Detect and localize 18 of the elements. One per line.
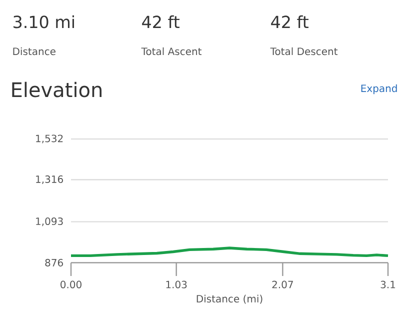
y-tick-label: 1,532 bbox=[36, 134, 63, 144]
text: Expand bbox=[361, 84, 397, 94]
x-tick-label: 1.03 bbox=[166, 280, 187, 288]
text: Total Ascent bbox=[141, 47, 202, 56]
text: 42 ft bbox=[142, 15, 180, 28]
y-tick-label: 876 bbox=[45, 258, 63, 266]
x-axis-title: Distance (mi) bbox=[196, 294, 262, 304]
text: Total Descent bbox=[270, 47, 338, 56]
text: 42 ft bbox=[271, 15, 308, 28]
x-tick-label: 3.1 bbox=[380, 280, 396, 288]
y-tick-label: 1,316 bbox=[36, 175, 63, 184]
x-tick-label: 0.00 bbox=[60, 280, 82, 288]
y-tick-label: 1,093 bbox=[36, 217, 63, 226]
chart-title: Elevation bbox=[12, 82, 102, 98]
text: 3.10 mi bbox=[14, 15, 74, 28]
x-tick-label: 2.07 bbox=[272, 280, 293, 288]
line-series bbox=[70, 246, 390, 258]
text: Distance bbox=[13, 47, 56, 56]
